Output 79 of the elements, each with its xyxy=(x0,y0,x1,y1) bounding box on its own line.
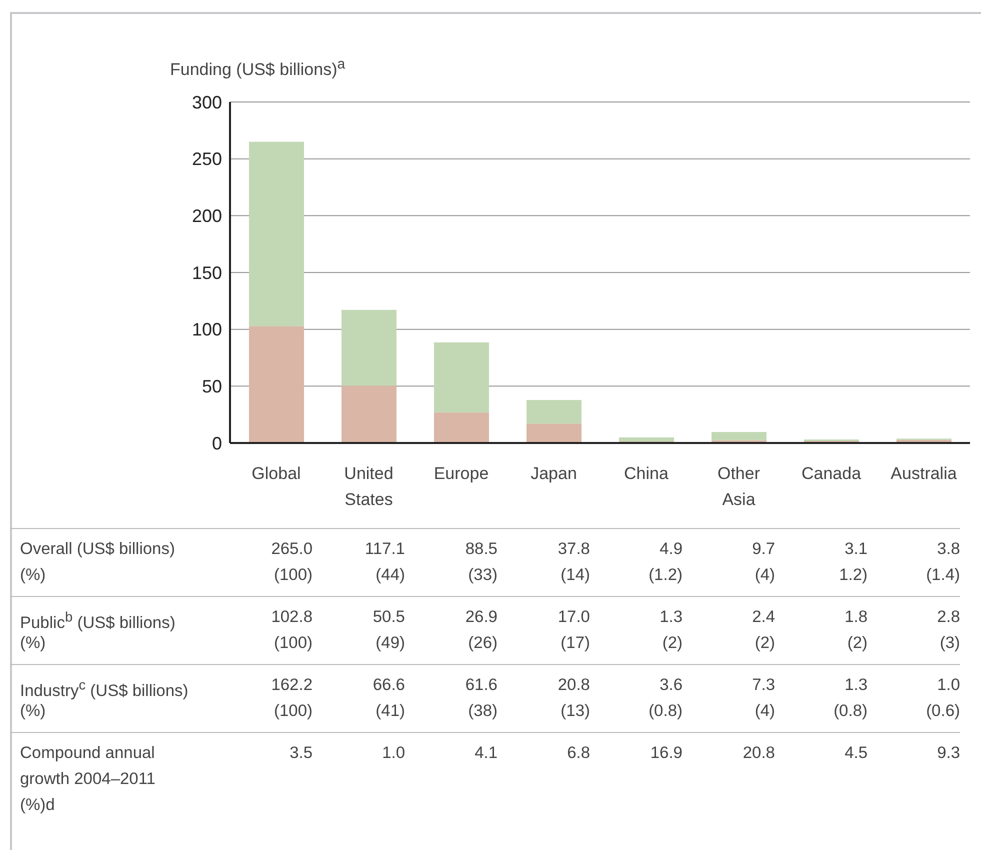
text: 3.5 xyxy=(290,744,312,762)
text: (41) xyxy=(376,702,405,720)
text: 1.8 xyxy=(844,608,868,626)
x-tick-label: Australia xyxy=(890,464,958,483)
text: 6.8 xyxy=(567,744,590,762)
y-tick-label: 50 xyxy=(202,376,222,397)
text: (2) xyxy=(662,634,682,652)
text: (%) xyxy=(20,634,46,652)
text: (1.4) xyxy=(926,566,960,584)
x-tick-label: Europe xyxy=(434,464,489,483)
text: (13) xyxy=(560,702,590,720)
text: Public$^{b}$ (US$ billions) xyxy=(20,609,176,632)
text: 9.3 xyxy=(937,744,960,762)
x-tick-label: China xyxy=(624,464,669,483)
text: 7.3 xyxy=(752,676,775,694)
text: (4) xyxy=(754,702,775,720)
text: 17.0 xyxy=(558,608,590,626)
text: (1.2) xyxy=(648,566,682,584)
text: (%) xyxy=(20,702,46,720)
text: (100) xyxy=(274,702,312,720)
text: 4.1 xyxy=(474,744,498,762)
text: (26) xyxy=(468,634,498,652)
x-tick-label: Japan xyxy=(530,464,577,483)
text: 1.3 xyxy=(844,676,868,694)
text: Compound annual growth 2004–2011 (%)d xyxy=(20,744,156,814)
text: 1.3 xyxy=(660,608,682,626)
text: 50.5 xyxy=(372,608,405,626)
text: 4.9 xyxy=(660,540,682,558)
text: (38) xyxy=(468,702,498,720)
text: (44) xyxy=(376,566,405,584)
text: 37.8 xyxy=(558,540,590,558)
text: 61.6 xyxy=(465,676,498,694)
text: 2.4 xyxy=(752,608,775,626)
text: (0.8) xyxy=(834,702,868,720)
text: (33) xyxy=(468,566,498,584)
text: (14) xyxy=(560,566,590,584)
y-tick-label: 200 xyxy=(192,206,222,226)
text: 16.9 xyxy=(650,744,682,762)
text: 3.1 xyxy=(844,540,868,558)
text: 9.7 xyxy=(752,540,775,558)
y-axis-title: Funding (US$ billions)$^{a}$ xyxy=(170,56,346,79)
text: (2) xyxy=(754,634,775,652)
y-tick-label: 0 xyxy=(212,433,222,454)
text: (3) xyxy=(940,634,960,652)
y-tick-label: 300 xyxy=(192,92,222,112)
text: 102.8 xyxy=(271,608,312,626)
text: 3.6 xyxy=(660,676,682,694)
text: 88.5 xyxy=(465,540,498,558)
text: 2.8 xyxy=(937,608,960,626)
text: 1.0 xyxy=(382,744,405,762)
text: (100) xyxy=(274,634,312,652)
text: (49) xyxy=(376,634,405,652)
y-tick-label: 100 xyxy=(192,320,222,340)
text: 66.6 xyxy=(372,676,405,694)
text: 1.0 xyxy=(937,676,960,694)
x-tick-label: Canada xyxy=(801,464,862,483)
text: 162.2 xyxy=(271,676,312,694)
text: 26.9 xyxy=(465,608,498,626)
text: Overall (US$ billions) xyxy=(20,540,175,558)
text: (%) xyxy=(20,566,46,584)
x-tick-label: Other Asia xyxy=(717,464,760,509)
text: 117.1 xyxy=(364,540,405,558)
text: 1.2) xyxy=(839,566,868,584)
y-tick-label: 250 xyxy=(192,149,222,170)
text: (2) xyxy=(847,634,868,652)
x-tick-label: United States xyxy=(344,464,394,509)
text: Industry$^{c}$ (US$ billions) xyxy=(20,677,188,700)
text: (0.8) xyxy=(648,702,682,720)
y-tick-label: 150 xyxy=(192,262,222,283)
text: (100) xyxy=(274,566,312,584)
text: 265.0 xyxy=(271,540,312,558)
text: 20.8 xyxy=(558,676,590,694)
text: 3.8 xyxy=(937,540,960,558)
text: 4.5 xyxy=(844,744,868,762)
text: (0.6) xyxy=(926,702,960,720)
text: (17) xyxy=(560,634,590,652)
text: 20.8 xyxy=(742,744,775,762)
x-tick-label: Global xyxy=(252,464,301,483)
text: (4) xyxy=(754,566,775,584)
